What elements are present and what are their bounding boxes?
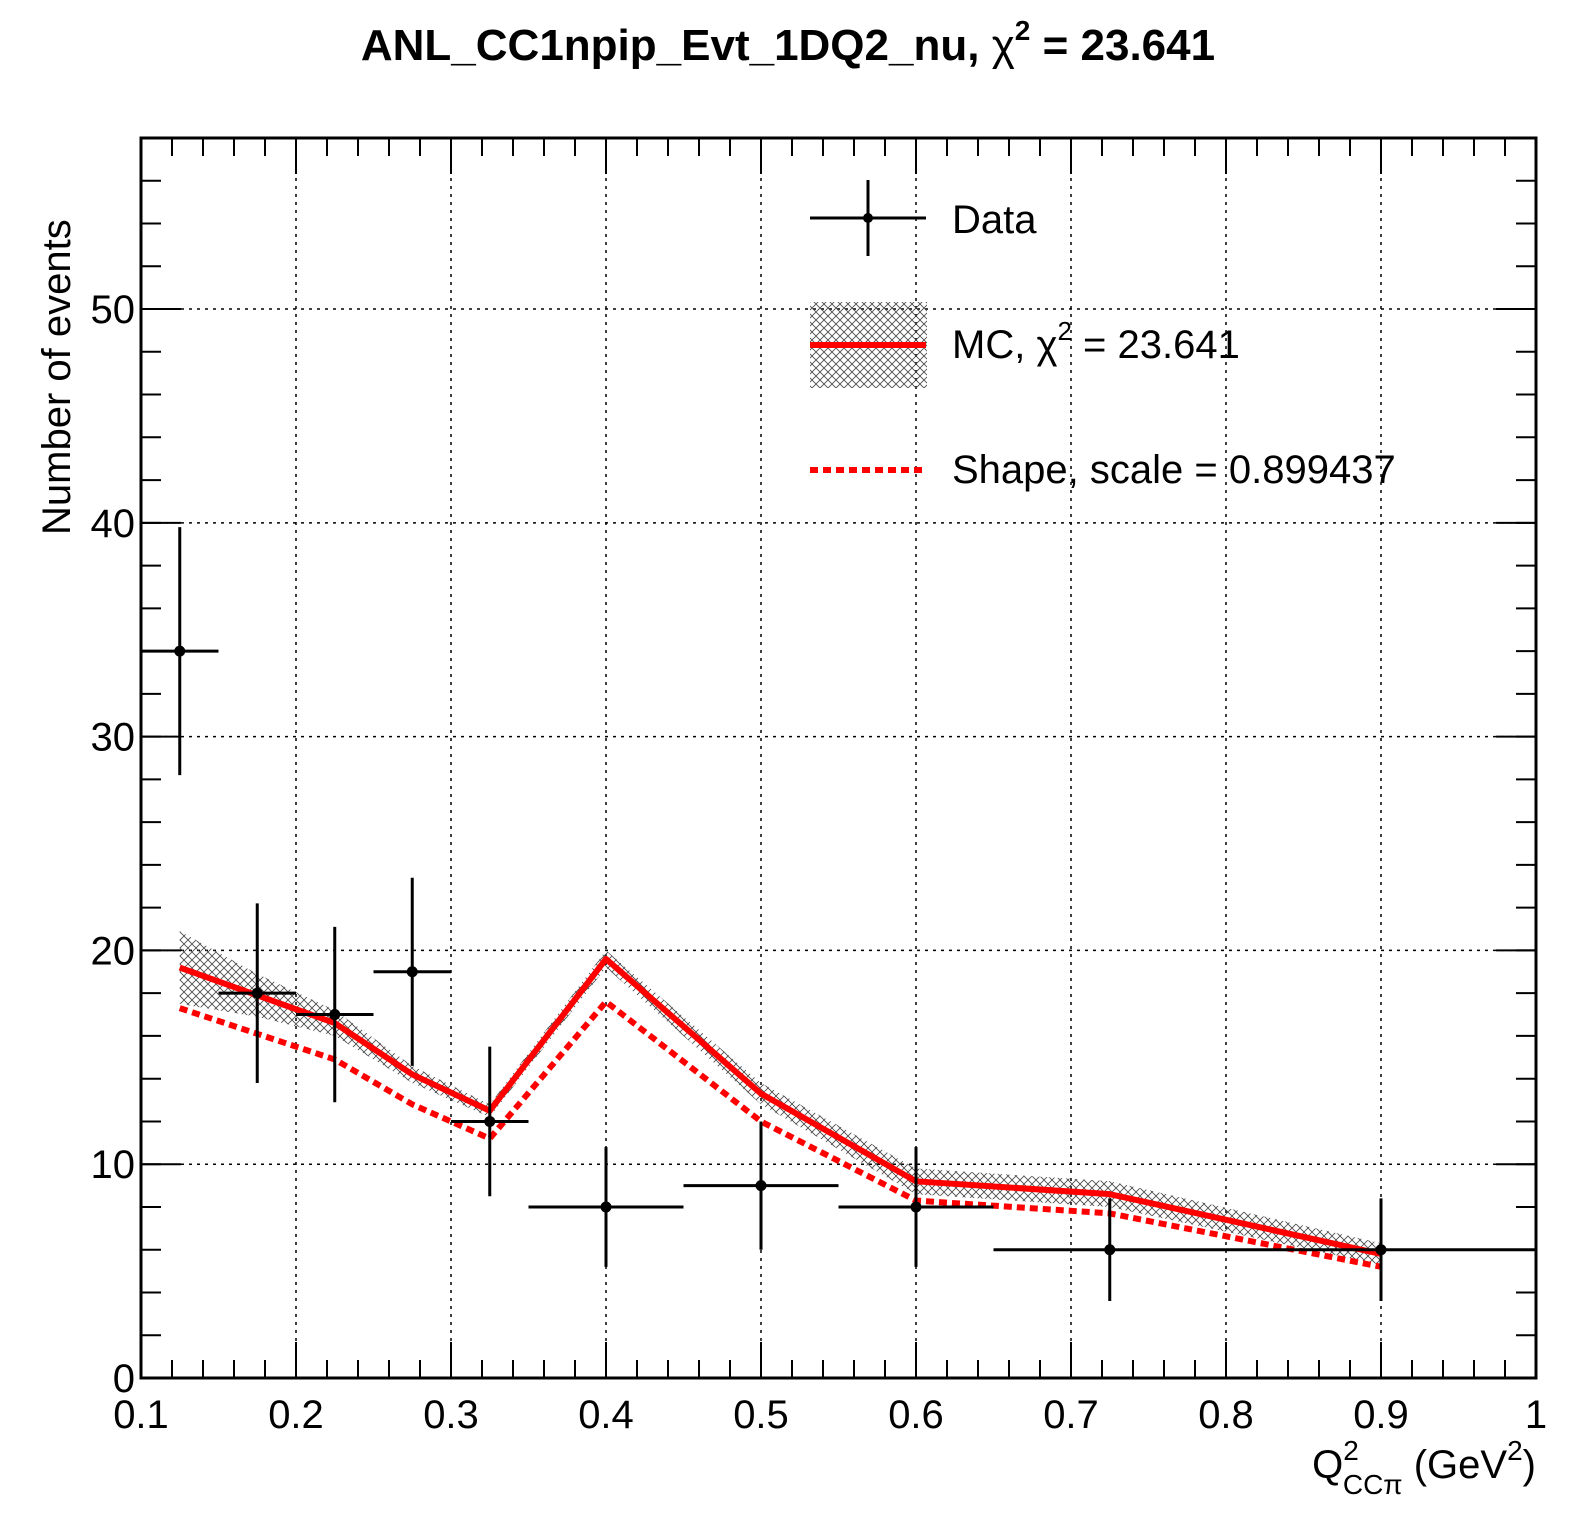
x-tick-label: 0.5 <box>733 1393 789 1437</box>
mc-series-line <box>178 955 1382 1257</box>
data-marker <box>329 1009 341 1021</box>
data-point <box>218 903 296 1083</box>
data-point <box>993 1198 1226 1302</box>
x-axis-unit-sup: 2 <box>1507 1435 1523 1466</box>
y-tick-label: 20 <box>91 929 136 973</box>
data-marker <box>1104 1244 1116 1256</box>
legend: Data MC, χ2 = 23.641 Shape, scale = 0.89… <box>810 180 1396 492</box>
x-tick-label: 0.8 <box>1198 1393 1254 1437</box>
data-marker <box>406 966 418 978</box>
series-layer <box>178 955 1382 1270</box>
x-axis-title: Q2 CCπ (GeV2) <box>1312 1435 1536 1500</box>
plot-frame <box>139 136 1538 1380</box>
x-axis-q-sup: 2 <box>1343 1435 1359 1466</box>
data-point <box>373 877 451 1066</box>
y-tick-label: 40 <box>91 502 136 546</box>
data-marker <box>600 1201 612 1213</box>
x-axis-q-sub: CCπ <box>1343 1469 1403 1500</box>
shape-series-line <box>178 997 1382 1270</box>
data-point <box>1226 1198 1536 1302</box>
x-tick-label: 1 <box>1525 1393 1547 1437</box>
data-point <box>528 1147 684 1267</box>
x-tick-label: 0.4 <box>578 1393 634 1437</box>
data-point <box>451 1046 529 1197</box>
y-axis-title: Number of events <box>35 219 79 535</box>
legend-data-label: Data <box>952 198 1037 242</box>
tick-layer <box>140 137 1537 1379</box>
data-marker <box>174 645 186 657</box>
title-chi: χ <box>992 21 1015 70</box>
x-tick-label: 0.6 <box>888 1393 944 1437</box>
data-marker <box>1375 1244 1387 1256</box>
data-point <box>683 1121 839 1250</box>
title-rest: = 23.641 <box>1030 21 1215 70</box>
data-point <box>838 1147 994 1267</box>
data-point <box>141 527 219 776</box>
data-marker <box>251 987 263 999</box>
x-axis-unit: (GeV <box>1403 1443 1508 1487</box>
legend-shape-label: Shape, scale = 0.899437 <box>952 448 1396 492</box>
legend-data-marker <box>863 213 873 223</box>
legend-mc-chi: χ <box>1036 323 1057 367</box>
y-tick-label: 50 <box>91 288 136 332</box>
chart-title: ANL_CC1npip_Evt_1DQ2_nu, χ2 = 23.641 <box>361 15 1215 70</box>
data-marker <box>755 1180 767 1192</box>
mc-uncertainty-band <box>179 931 1381 1265</box>
mc-band-layer <box>179 931 1381 1265</box>
data-marker <box>910 1201 922 1213</box>
y-tick-label: 10 <box>91 1143 136 1187</box>
x-tick-label: 0.3 <box>423 1393 479 1437</box>
data-point <box>296 926 374 1103</box>
y-tick-label: 0 <box>113 1357 135 1401</box>
title-sup: 2 <box>1015 15 1031 46</box>
x-tick-label: 0.2 <box>268 1393 324 1437</box>
data-points-layer <box>141 527 1536 1302</box>
x-axis-q: Q <box>1312 1443 1343 1487</box>
title-main: ANL_CC1npip_Evt_1DQ2_nu, <box>361 21 992 70</box>
x-tick-label: 0.9 <box>1353 1393 1409 1437</box>
legend-mc-main: MC, <box>952 323 1036 367</box>
x-axis-unit-close: ) <box>1523 1443 1536 1487</box>
legend-mc-sup: 2 <box>1057 316 1071 346</box>
legend-mc-label: MC, χ2 = 23.641 <box>952 316 1240 367</box>
legend-entry-shape: Shape, scale = 0.899437 <box>810 448 1396 492</box>
data-marker <box>484 1115 496 1127</box>
legend-entry-mc: MC, χ2 = 23.641 <box>810 302 1240 388</box>
x-tick-label: 0.1 <box>113 1393 169 1437</box>
legend-entry-data: Data <box>810 180 1037 256</box>
legend-mc-rest: = 23.641 <box>1072 323 1240 367</box>
y-tick-label: 30 <box>91 716 136 760</box>
x-tick-label: 0.7 <box>1043 1393 1099 1437</box>
